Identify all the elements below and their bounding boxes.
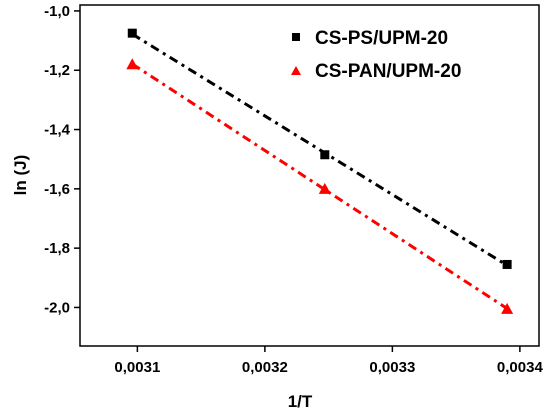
x-axis-title: 1/T xyxy=(288,392,313,411)
x-axis-ticks: 0,0031 0,0032 0,0033 0,0034 xyxy=(114,346,543,376)
data-point-series-1 xyxy=(320,150,330,160)
data-point-series-2 xyxy=(501,302,514,314)
x-tick-label: 0,0033 xyxy=(369,359,415,376)
legend-label-series-1: CS-PS/UPM-20 xyxy=(315,28,448,49)
data-point-series-2 xyxy=(318,182,331,194)
fit-line-series-1 xyxy=(131,32,508,267)
data-point-series-1 xyxy=(127,28,137,38)
y-tick-label: -1,8 xyxy=(44,240,70,257)
plot-area-frame xyxy=(79,4,540,347)
y-tick-label: -1,2 xyxy=(44,62,70,79)
legend-label-series-2: CS-PAN/UPM-20 xyxy=(315,61,461,82)
legend-marker-square xyxy=(292,33,300,41)
y-tick-label: -1,6 xyxy=(44,181,70,198)
x-tick-label: 0,0031 xyxy=(114,359,160,376)
fit-lines xyxy=(131,32,508,310)
legend: CS-PS/UPM-20 CS-PAN/UPM-20 xyxy=(291,28,461,82)
y-axis-ticks: -1,0 -1,2 -1,4 -1,6 -1,8 -2,0 xyxy=(44,3,80,316)
x-tick-label: 0,0034 xyxy=(497,359,544,376)
legend-marker-triangle xyxy=(291,66,301,75)
y-axis-title: ln (J) xyxy=(11,155,30,196)
data-point-series-1 xyxy=(502,259,512,269)
x-tick-label: 0,0032 xyxy=(242,359,288,376)
y-tick-label: -1,0 xyxy=(44,3,70,20)
y-tick-label: -1,4 xyxy=(44,122,71,139)
y-tick-label: -2,0 xyxy=(44,299,70,316)
fit-line-series-2 xyxy=(131,62,508,310)
data-markers xyxy=(126,28,514,314)
data-point-series-2 xyxy=(126,58,139,70)
